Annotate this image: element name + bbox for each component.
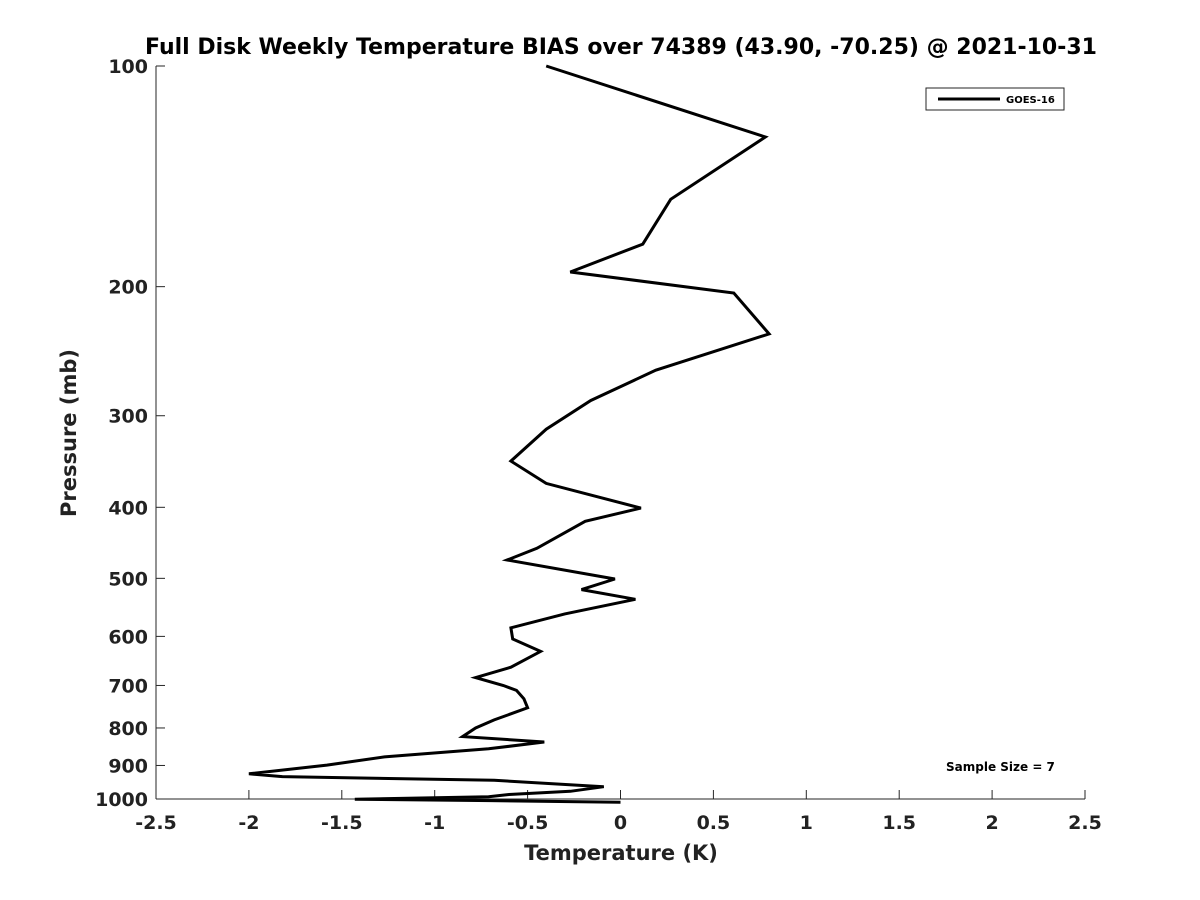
y-tick-label: 700 bbox=[108, 675, 148, 697]
x-tick-label: 1 bbox=[800, 812, 813, 834]
y-tick-label: 300 bbox=[108, 406, 148, 428]
x-tick-label: 0.5 bbox=[697, 812, 731, 834]
x-tick-label: 2.5 bbox=[1068, 812, 1102, 834]
y-tick-label: 400 bbox=[108, 497, 148, 519]
plot-area bbox=[156, 66, 1085, 799]
y-axis-ticks: 100 200 300 400 500 600 700 800 900 1000 bbox=[95, 56, 165, 811]
y-tick-label: 100 bbox=[108, 56, 148, 78]
chart-title: Full Disk Weekly Temperature BIAS over 7… bbox=[145, 35, 1097, 60]
y-tick-label: 800 bbox=[108, 718, 148, 740]
legend: GOES-16 bbox=[925, 87, 1065, 111]
x-axis-label: Temperature (K) bbox=[524, 841, 718, 865]
sample-size-annotation: Sample Size = 7 bbox=[946, 760, 1055, 774]
x-tick-label: 1.5 bbox=[882, 812, 916, 834]
x-tick-label: -1 bbox=[424, 812, 445, 834]
x-tick-label: 0 bbox=[614, 812, 627, 834]
y-tick-label: 200 bbox=[108, 277, 148, 299]
x-axis-ticks: -2.5 -2 -1.5 -1 -0.5 0 0.5 1 1.5 2 2.5 bbox=[135, 790, 1102, 834]
series-line-goes-16 bbox=[248, 64, 772, 804]
x-tick-label: -1.5 bbox=[321, 812, 363, 834]
x-tick-label: -2 bbox=[238, 812, 259, 834]
y-tick-label: 1000 bbox=[95, 789, 148, 811]
y-tick-label: 900 bbox=[108, 755, 148, 777]
x-tick-label: -0.5 bbox=[507, 812, 549, 834]
x-tick-label: 2 bbox=[985, 812, 998, 834]
legend-entry-goes-16: GOES-16 bbox=[1006, 95, 1055, 106]
y-axis-label: Pressure (mb) bbox=[57, 349, 81, 517]
y-tick-label: 600 bbox=[108, 626, 148, 648]
x-tick-label: -2.5 bbox=[135, 812, 177, 834]
y-tick-label: 500 bbox=[108, 568, 148, 590]
